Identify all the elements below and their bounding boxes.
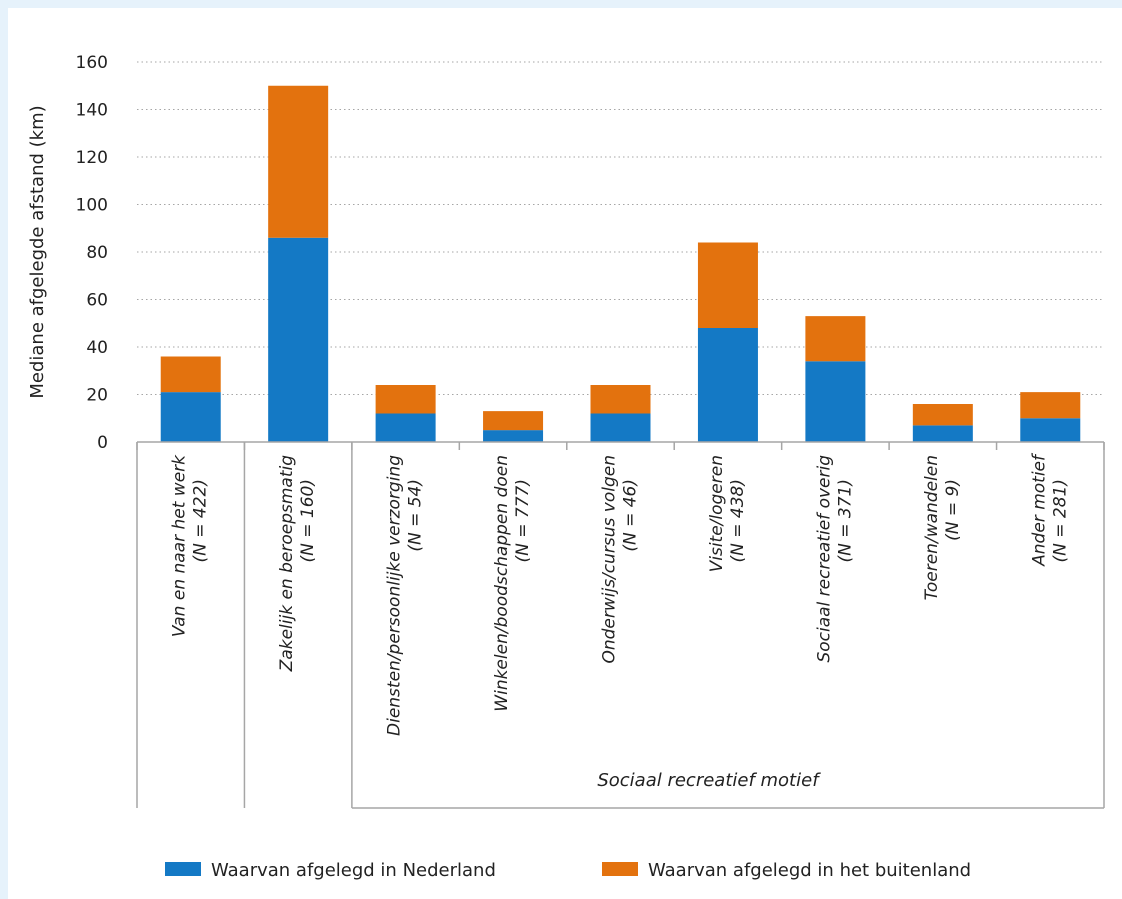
category-name: Van en naar het werk (170, 454, 190, 637)
category-label: Diensten/persoonlijke verzorging (N = 54) (385, 455, 426, 736)
bar-buitenland (697, 242, 758, 328)
category-name: Zakelijk en beroepsmatig (277, 455, 297, 673)
bar-nederland (805, 361, 866, 442)
legend-item: Waarvan afgelegd in Nederland (165, 860, 496, 881)
legend-label: Waarvan afgelegd in Nederland (211, 860, 496, 881)
x-axis (136, 441, 1105, 809)
y-axis-label: Mediane afgelegde afstand (km) (27, 105, 48, 398)
y-tick-label: 20 (86, 386, 108, 406)
y-axis-ticks: 0 20 40 60 80 100 120 140 160 (76, 53, 108, 453)
bar-buitenland (483, 411, 544, 431)
y-tick-label: 120 (76, 148, 108, 168)
bar-nederland (375, 413, 436, 442)
legend-swatch (602, 862, 638, 876)
category-n: (N = 777) (513, 479, 533, 562)
bar-nederland (268, 237, 329, 442)
bar-buitenland (590, 385, 651, 414)
y-tick-label: 160 (76, 53, 108, 73)
legend-item: Waarvan afgelegd in het buitenland (602, 860, 971, 881)
legend-swatch (165, 862, 201, 876)
bar-buitenland (912, 404, 973, 426)
bar-nederland (590, 413, 651, 442)
bar-nederland (483, 430, 544, 442)
grid-lines (137, 61, 1104, 395)
category-name: Visite/logeren (707, 455, 727, 572)
bar-nederland (697, 328, 758, 442)
category-name: Ander motief (1029, 452, 1049, 567)
category-labels: Van en naar het werk (N = 422) Zakelijk en… (170, 452, 1071, 736)
category-label: Van en naar het werk (N = 422) (170, 454, 211, 637)
bar-nederland (160, 392, 221, 442)
category-name: Onderwijs/cursus volgen (600, 455, 620, 664)
y-tick-label: 140 (76, 101, 108, 121)
category-n: (N = 54) (406, 479, 426, 552)
category-n: (N = 422) (191, 479, 211, 562)
category-name: Winkelen/boodschappen doen (492, 455, 512, 712)
legend: Waarvan afgelegd in Nederland Waarvan afg… (165, 860, 971, 881)
category-name: Sociaal recreatief overig (814, 455, 834, 663)
bar-nederland (912, 425, 973, 442)
y-tick-label: 80 (86, 243, 108, 263)
category-label: Visite/logeren (N = 438) (707, 455, 748, 572)
category-label: Winkelen/boodschappen doen (N = 777) (492, 455, 533, 712)
category-label: Toeren/wandelen (N = 9) (922, 455, 963, 600)
category-label: Ander motief (N = 281) (1029, 452, 1070, 567)
category-n: (N = 281) (1050, 479, 1070, 562)
category-n: (N = 9) (943, 479, 963, 541)
bar-buitenland (160, 356, 221, 393)
category-label: Zakelijk en beroepsmatig (N = 160) (277, 455, 318, 673)
category-name: Toeren/wandelen (922, 455, 942, 600)
y-tick-label: 40 (86, 338, 108, 358)
y-tick-label: 60 (86, 291, 108, 311)
bar-buitenland (805, 316, 866, 362)
bar-nederland (1020, 418, 1081, 442)
y-tick-label: 0 (97, 433, 108, 453)
group-label: Sociaal recreatief motief (597, 770, 821, 791)
category-label: Onderwijs/cursus volgen (N = 46) (600, 455, 641, 664)
bar-buitenland (1020, 392, 1081, 419)
category-n: (N = 160) (298, 479, 318, 562)
legend-label: Waarvan afgelegd in het buitenland (648, 860, 971, 881)
category-n: (N = 371) (835, 479, 855, 562)
bar-buitenland (375, 385, 436, 414)
category-n: (N = 46) (621, 479, 641, 552)
bar-buitenland (268, 85, 329, 238)
category-name: Diensten/persoonlijke verzorging (385, 455, 405, 736)
category-n: (N = 438) (728, 479, 748, 562)
y-tick-label: 100 (76, 196, 108, 216)
bars (160, 85, 1081, 442)
category-label: Sociaal recreatief overig (N = 371) (814, 455, 855, 663)
